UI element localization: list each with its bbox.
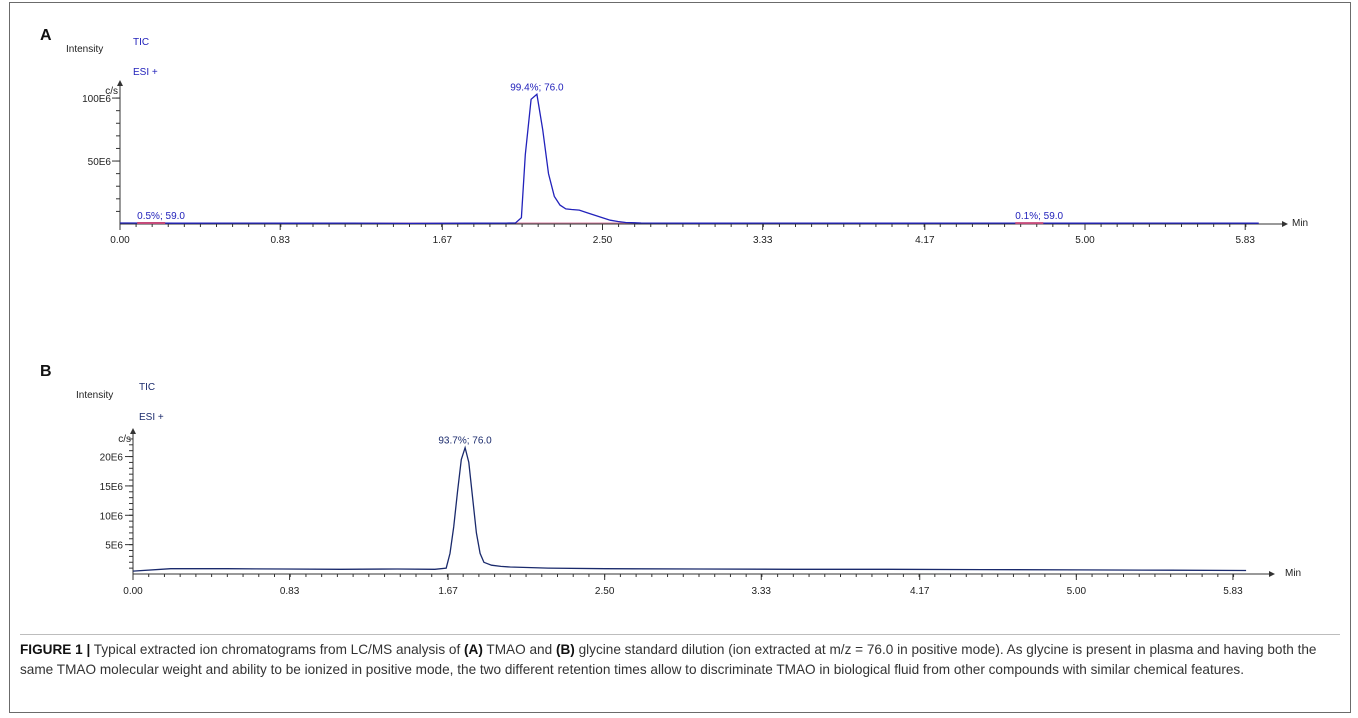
panel-a-peak-annotation: 0.5%; 59.0 (137, 211, 185, 222)
panel-a-x-tick-label: 3.33 (753, 235, 773, 246)
panel-b-trace-label: TIC (139, 382, 155, 393)
panel-b-x-tick-label: 4.17 (910, 586, 930, 597)
panel-a-letter: A (40, 27, 52, 44)
panel-a-peak-annotation: 99.4%; 76.0 (510, 82, 564, 93)
panel-b-letter: B (40, 363, 52, 380)
panel-b-x-axis-arrow (1269, 571, 1275, 577)
panel-a-y-unit-label: c/s (105, 86, 118, 97)
panel-b-x-tick-label: 2.50 (595, 586, 615, 597)
panel-a-y-tick-label: 50E6 (88, 157, 112, 168)
panel-b-y-tick-label: 5E6 (105, 541, 123, 552)
panel-a-x-tick-label: 2.50 (593, 235, 613, 246)
panel-b-y-tick-label: 10E6 (100, 511, 124, 522)
figure-caption: FIGURE 1 | Typical extracted ion chromat… (20, 640, 1342, 679)
panel-b-x-tick-label: 5.83 (1223, 586, 1243, 597)
figure-frame (9, 2, 1351, 713)
panel-b-trace-line (132, 445, 1247, 572)
caption-divider (20, 634, 1340, 635)
panel-b-y-axis-label: Intensity (76, 390, 113, 401)
panel-b-x-tick-label: 0.00 (123, 586, 143, 597)
panel-a-x-tick-label: 5.83 (1235, 235, 1255, 246)
panel-b-x-tick-label: 0.83 (280, 586, 300, 597)
panel-a-x-tick-label: 0.00 (110, 235, 130, 246)
panel-b-peak-annotation: 93.7%; 76.0 (438, 436, 492, 447)
panel-a-x-tick-label: 5.00 (1075, 235, 1095, 246)
panel-b-mode-label: ESI + (139, 412, 164, 423)
panel-b-y-axis-arrow (130, 428, 136, 434)
panel-a-x-axis-label: Min (1292, 218, 1308, 229)
panel-a-trace-label: TIC (133, 37, 149, 48)
panel-b-y-tick-label: 20E6 (100, 453, 124, 464)
panel-a-y-tick-label: 100E6 (82, 94, 111, 105)
caption-ref-b: (B) (555, 642, 575, 657)
caption-text-2: TMAO and (482, 642, 556, 657)
panel-b-x-tick-label: 5.00 (1067, 586, 1087, 597)
caption-text-3: glycine standard dilution (ion extracted… (20, 642, 1317, 677)
panel-b-x-tick-label: 1.67 (438, 586, 458, 597)
panel-b-y-unit-label: c/s (118, 434, 131, 445)
caption-text-1: Typical extracted ion chromatograms from… (90, 642, 465, 657)
caption-ref-a: (A) (464, 642, 483, 657)
panel-a-x-tick-label: 1.67 (433, 235, 453, 246)
panel-a-y-axis-label: Intensity (66, 44, 103, 55)
panel-b-y-tick-label: 15E6 (100, 482, 124, 493)
caption-label: FIGURE 1 | (20, 642, 91, 657)
panel-a-x-tick-label: 4.17 (915, 235, 935, 246)
panel-a-peak-annotation: 0.1%; 59.0 (1015, 211, 1063, 222)
panel-a-x-axis-arrow (1282, 221, 1288, 227)
panel-a-mode-label: ESI + (133, 67, 158, 78)
panel-b-x-axis-label: Min (1285, 568, 1301, 579)
chromatogram-figure: A Intensity TIC ESI + c/s Min 0.00 0.83 1.67 2.50… (40, 27, 1308, 597)
panel-a-y-axis-arrow (117, 80, 123, 86)
panel-b-x-tick-label: 3.33 (752, 586, 772, 597)
panel-a-trace-line (119, 93, 1259, 225)
panel-a-x-tick-label: 0.83 (270, 235, 290, 246)
